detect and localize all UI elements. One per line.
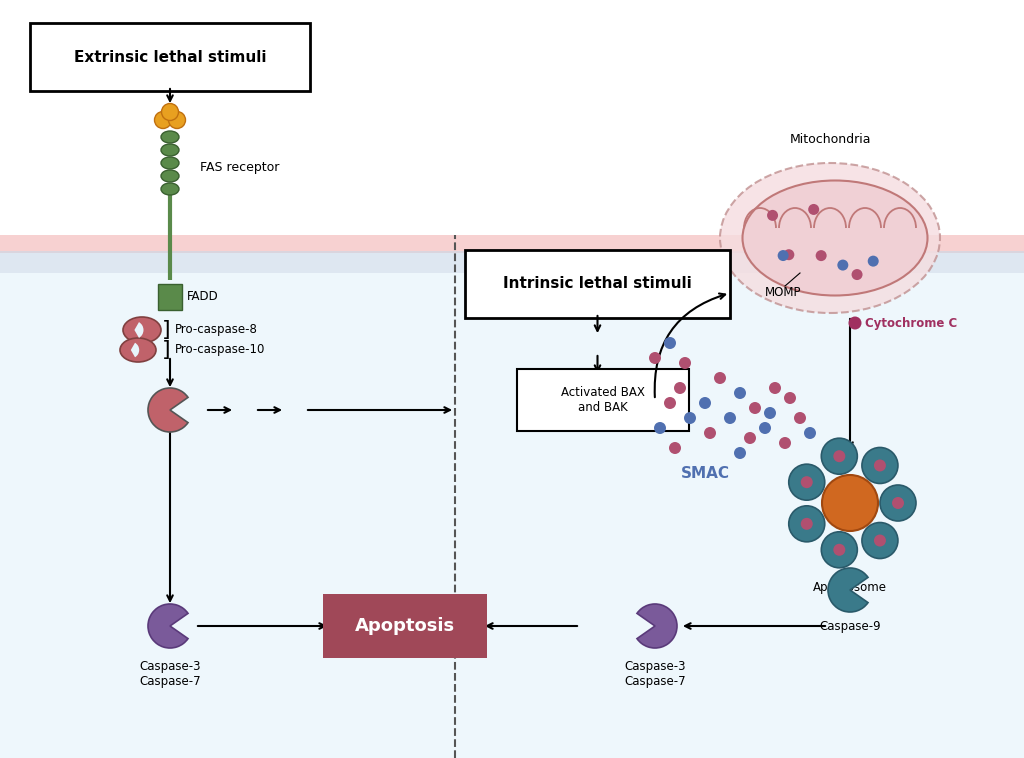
Circle shape (873, 534, 886, 547)
Circle shape (664, 337, 676, 349)
Bar (0, 251, 1024, 273)
Text: ]: ] (162, 340, 171, 360)
Circle shape (838, 259, 848, 271)
Wedge shape (828, 568, 868, 612)
Wedge shape (148, 604, 188, 648)
Text: Mitochondria: Mitochondria (790, 133, 870, 146)
Circle shape (724, 412, 736, 424)
Text: Caspase-9: Caspase-9 (819, 620, 881, 633)
Circle shape (744, 432, 756, 444)
Ellipse shape (161, 144, 179, 156)
Circle shape (714, 372, 726, 384)
Text: MOMP: MOMP (765, 286, 802, 299)
Circle shape (169, 111, 185, 129)
FancyBboxPatch shape (323, 594, 487, 658)
Circle shape (834, 450, 846, 462)
Circle shape (669, 442, 681, 454)
Circle shape (699, 397, 711, 409)
Circle shape (783, 249, 795, 260)
Ellipse shape (742, 180, 928, 296)
Circle shape (821, 438, 857, 475)
Ellipse shape (161, 157, 179, 169)
Circle shape (794, 412, 806, 424)
Circle shape (834, 543, 846, 556)
Text: Apoptosis: Apoptosis (355, 617, 455, 635)
Circle shape (808, 204, 819, 215)
Circle shape (873, 459, 886, 471)
Wedge shape (131, 343, 139, 357)
Circle shape (749, 402, 761, 414)
Circle shape (801, 518, 813, 530)
FancyBboxPatch shape (158, 284, 182, 310)
Wedge shape (637, 604, 677, 648)
Text: Extrinsic lethal stimuli: Extrinsic lethal stimuli (74, 49, 266, 64)
Circle shape (734, 387, 746, 399)
Circle shape (767, 210, 778, 221)
Circle shape (784, 392, 796, 404)
Text: Cytochrome C: Cytochrome C (865, 317, 957, 330)
FancyBboxPatch shape (465, 250, 730, 318)
Text: Apoptosome: Apoptosome (813, 581, 887, 594)
Circle shape (684, 412, 696, 424)
Text: SMAC: SMAC (681, 465, 729, 481)
Circle shape (155, 111, 171, 129)
Circle shape (654, 422, 666, 434)
Ellipse shape (161, 170, 179, 182)
Circle shape (777, 250, 788, 261)
Wedge shape (148, 388, 188, 432)
Text: Activated BAX
and BAK: Activated BAX and BAK (561, 386, 645, 414)
Circle shape (849, 317, 861, 330)
Circle shape (804, 427, 816, 439)
Circle shape (734, 447, 746, 459)
Circle shape (788, 464, 824, 500)
Text: Caspase-3
Caspase-7: Caspase-3 Caspase-7 (139, 660, 201, 688)
Bar (0, 235, 1024, 253)
Circle shape (801, 476, 813, 488)
Text: Caspase-3
Caspase-7: Caspase-3 Caspase-7 (625, 660, 686, 688)
Circle shape (822, 475, 878, 531)
Circle shape (779, 437, 791, 449)
Circle shape (816, 250, 826, 261)
Ellipse shape (161, 131, 179, 143)
Bar (0, 273, 1024, 758)
Circle shape (862, 522, 898, 559)
Circle shape (821, 532, 857, 568)
Text: FAS receptor: FAS receptor (200, 161, 280, 174)
Circle shape (880, 485, 916, 521)
Circle shape (788, 506, 824, 542)
Text: FADD: FADD (187, 290, 219, 303)
Circle shape (674, 382, 686, 394)
Circle shape (764, 407, 776, 419)
Ellipse shape (120, 338, 156, 362)
Circle shape (862, 447, 898, 484)
FancyBboxPatch shape (30, 23, 310, 91)
Text: Pro-caspase-10: Pro-caspase-10 (175, 343, 265, 356)
Circle shape (162, 104, 178, 121)
Circle shape (892, 497, 904, 509)
Text: Intrinsic lethal stimuli: Intrinsic lethal stimuli (503, 277, 692, 292)
Text: Pro-caspase-8: Pro-caspase-8 (175, 324, 258, 337)
Circle shape (852, 269, 862, 280)
Circle shape (769, 382, 781, 394)
Circle shape (759, 422, 771, 434)
Circle shape (705, 427, 716, 439)
Ellipse shape (123, 317, 161, 343)
FancyBboxPatch shape (517, 369, 689, 431)
Circle shape (649, 352, 662, 364)
Circle shape (679, 357, 691, 369)
Circle shape (867, 255, 879, 267)
Circle shape (664, 397, 676, 409)
Ellipse shape (161, 183, 179, 195)
Wedge shape (134, 322, 143, 338)
Ellipse shape (720, 163, 940, 313)
Text: ]: ] (162, 320, 171, 340)
